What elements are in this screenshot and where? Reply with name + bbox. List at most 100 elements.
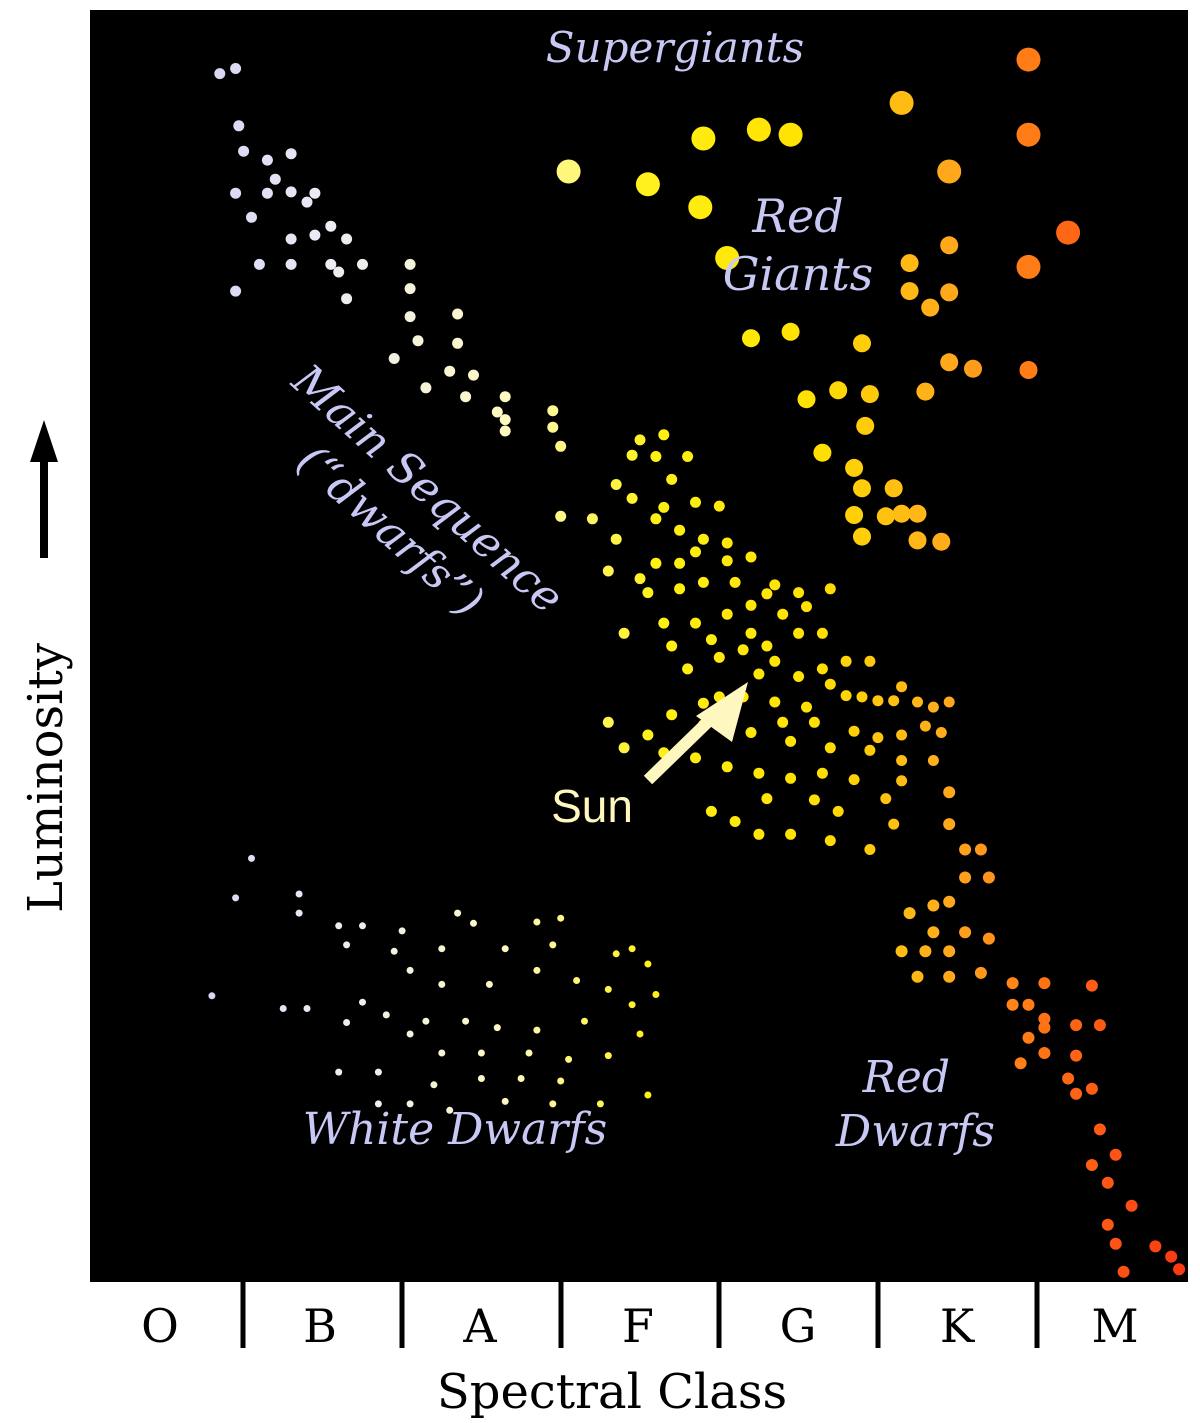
star-point-white-dwarfs-11	[343, 941, 351, 949]
star-point-white-dwarfs-26	[208, 992, 216, 1000]
star-point-main-sequence-13	[325, 220, 337, 232]
star-point-white-dwarfs-28	[303, 1005, 311, 1012]
star-point-supergiants-12	[1016, 254, 1041, 279]
star-point-main-sequence-3	[238, 145, 250, 157]
star-point-red-dwarfs-0	[943, 786, 956, 799]
star-point-main-sequence-76	[777, 608, 789, 620]
star-point-main-sequence-41	[555, 440, 567, 452]
star-point-white-dwarfs-25	[652, 991, 660, 998]
star-point-main-sequence-137	[666, 709, 678, 721]
star-point-red-giants-4	[829, 381, 848, 400]
star-point-main-sequence-130	[753, 767, 765, 779]
label-red-giants-line2: Giants	[723, 247, 874, 301]
star-point-red-dwarfs-29	[1070, 1049, 1083, 1062]
star-point-main-sequence-4	[261, 154, 273, 166]
star-point-white-dwarfs-48	[517, 1075, 525, 1082]
star-point-main-sequence-23	[341, 293, 353, 305]
star-point-main-sequence-62	[674, 557, 686, 569]
star-point-main-sequence-144	[824, 835, 836, 847]
star-point-red-dwarfs-20	[1006, 998, 1019, 1011]
star-point-supergiants-8	[937, 159, 962, 184]
star-point-main-sequence-58	[721, 537, 733, 549]
star-point-red-dwarfs-25	[1093, 1019, 1106, 1032]
star-point-main-sequence-92	[753, 668, 765, 680]
star-point-red-giants-6	[856, 416, 875, 435]
star-point-main-sequence-114	[769, 696, 781, 708]
star-point-main-sequence-45	[650, 451, 662, 462]
star-point-main-sequence-7	[230, 187, 242, 199]
star-point-main-sequence-50	[658, 501, 670, 513]
star-point-white-dwarfs-23	[573, 977, 581, 984]
star-point-main-sequence-125	[896, 775, 908, 787]
star-point-red-giants-1	[781, 322, 800, 341]
star-point-main-sequence-22	[230, 285, 242, 297]
star-point-red-giants-9	[900, 282, 919, 301]
y-axis-arrow	[30, 420, 58, 558]
star-point-white-dwarfs-55	[374, 1100, 382, 1108]
star-point-main-sequence-40	[499, 425, 511, 437]
star-point-main-sequence-99	[856, 691, 868, 703]
star-point-main-sequence-106	[919, 720, 931, 732]
star-point-red-giants-23	[853, 527, 871, 546]
star-point-main-sequence-81	[618, 627, 630, 639]
star-point-main-sequence-83	[705, 634, 717, 646]
star-point-white-dwarfs-38	[343, 1019, 351, 1026]
star-point-white-dwarfs-8	[470, 919, 477, 927]
star-point-white-dwarfs-18	[644, 960, 652, 968]
star-point-red-dwarfs-10	[959, 926, 972, 939]
star-point-main-sequence-145	[785, 828, 797, 840]
star-point-red-dwarfs-26	[1038, 1021, 1051, 1034]
star-point-main-sequence-36	[491, 406, 503, 418]
star-point-white-dwarfs-16	[612, 950, 620, 958]
star-point-main-sequence-108	[896, 729, 908, 741]
star-point-white-dwarfs-34	[533, 1026, 541, 1034]
star-point-red-dwarfs-34	[1093, 1123, 1106, 1136]
star-point-main-sequence-97	[824, 678, 836, 690]
star-point-main-sequence-15	[309, 229, 321, 241]
star-point-main-sequence-132	[690, 752, 701, 764]
star-point-red-dwarfs-4	[982, 871, 995, 884]
y-axis-label: Luminosity	[18, 643, 74, 913]
star-point-main-sequence-120	[785, 735, 797, 747]
star-point-red-giants-5	[860, 385, 879, 404]
star-point-supergiants-9	[1016, 47, 1041, 72]
star-point-red-giants-20	[876, 507, 895, 526]
star-point-main-sequence-75	[745, 599, 757, 611]
star-point-main-sequence-61	[721, 555, 733, 567]
star-point-main-sequence-11	[301, 196, 313, 208]
star-point-main-sequence-52	[713, 500, 725, 512]
star-point-main-sequence-68	[729, 576, 741, 588]
star-point-main-sequence-54	[586, 513, 598, 525]
star-point-main-sequence-10	[309, 187, 321, 199]
star-point-white-dwarfs-53	[644, 1091, 652, 1099]
star-point-main-sequence-112	[777, 716, 789, 728]
star-point-main-sequence-77	[801, 601, 812, 613]
label-red-dwarfs-line2: Dwarfs	[835, 1106, 995, 1157]
star-point-white-dwarfs-13	[438, 945, 446, 953]
star-point-red-giants-22	[908, 504, 927, 523]
star-point-main-sequence-85	[793, 627, 805, 639]
star-point-main-sequence-63	[650, 557, 662, 569]
star-point-main-sequence-86	[816, 627, 828, 639]
star-point-red-giants-2	[853, 334, 871, 353]
star-point-red-giants-18	[853, 479, 871, 498]
star-point-red-dwarfs-23	[1070, 1019, 1083, 1032]
star-point-main-sequence-88	[737, 644, 749, 656]
star-point-main-sequence-55	[650, 513, 662, 525]
star-point-white-dwarfs-22	[533, 966, 541, 974]
star-point-main-sequence-49	[626, 492, 638, 504]
label-white-dwarfs: White Dwarfs	[303, 1104, 607, 1155]
star-point-white-dwarfs-39	[406, 1030, 414, 1038]
star-point-red-dwarfs-30	[1014, 1057, 1027, 1070]
star-point-red-dwarfs-15	[911, 970, 924, 983]
star-point-red-dwarfs-36	[1085, 1159, 1098, 1171]
x-tick-label-b: B	[303, 1299, 337, 1353]
star-point-main-sequence-89	[713, 651, 725, 663]
star-point-supergiants-2	[691, 126, 716, 151]
star-point-main-sequence-138	[697, 697, 709, 709]
star-point-main-sequence-113	[801, 701, 812, 713]
star-point-main-sequence-107	[935, 727, 947, 738]
star-point-main-sequence-12	[246, 211, 257, 223]
